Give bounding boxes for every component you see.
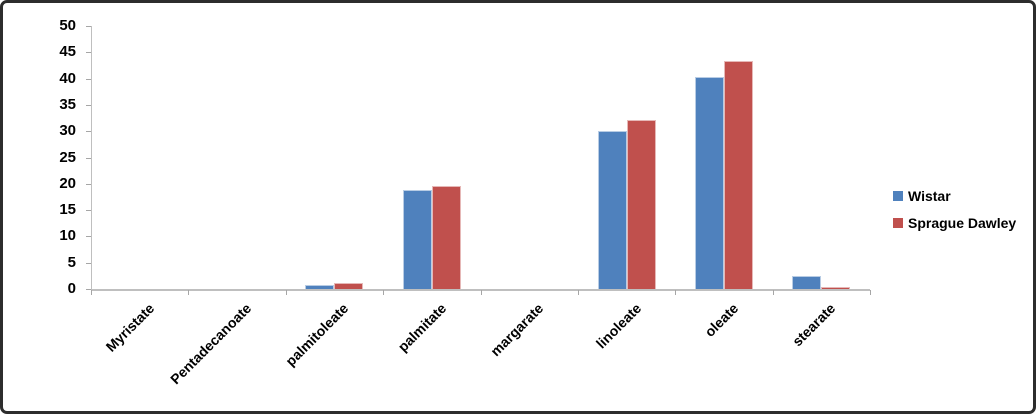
y-axis-tick-label: 5: [67, 254, 76, 271]
x-axis-tick: [383, 290, 384, 295]
x-axis-tick: [773, 290, 774, 295]
legend-label-sprague-dawley: Sprague Dawley: [908, 215, 1017, 231]
x-axis-tick: [91, 290, 92, 295]
bar-sprague-dawley-oleate: [724, 61, 753, 289]
x-axis-tick: [188, 290, 189, 295]
legend-swatch-wistar-icon: [893, 191, 903, 201]
y-axis-tick: [86, 158, 91, 159]
legend-label-wistar: Wistar: [908, 188, 951, 204]
x-axis-tick: [286, 290, 287, 295]
x-axis-tick: [481, 290, 482, 295]
y-axis-tick-label: 0: [67, 280, 76, 297]
bar-wistar-palmitoleate: [305, 285, 334, 289]
y-axis-tick: [86, 184, 91, 185]
y-axis-tick-label: 10: [59, 227, 76, 244]
x-axis-category-label: Myristate: [102, 300, 158, 355]
legend-item-sprague-dawley: Sprague Dawley: [893, 215, 1016, 231]
y-axis-tick-label: 30: [59, 122, 76, 139]
y-axis-tick: [86, 52, 91, 53]
legend-item-wistar: Wistar: [893, 188, 1016, 204]
x-axis-tick: [870, 290, 871, 295]
y-axis-tick: [86, 79, 91, 80]
y-axis-tick: [86, 105, 91, 106]
y-axis-tick: [86, 263, 91, 264]
y-axis-tick-label: 50: [59, 17, 76, 34]
y-axis-line: [91, 26, 92, 289]
y-axis-tick-label: 20: [59, 175, 76, 192]
bar-chart-plot-area: 50 45 40 35 30 25 20 15 10 5 0 Myristate Pentadecano…: [3, 3, 1033, 411]
legend: Wistar Sprague Dawley: [893, 188, 1016, 231]
y-axis-tick-label: 15: [59, 201, 76, 218]
bar-sprague-dawley-stearate: [821, 287, 850, 289]
y-axis-tick: [86, 26, 91, 27]
y-axis-tick-label: 25: [59, 149, 76, 166]
y-axis-tick: [86, 210, 91, 211]
x-axis-tick: [675, 290, 676, 295]
x-axis-line: [91, 289, 870, 291]
bar-wistar-stearate: [792, 276, 821, 289]
y-axis-tick-label: 45: [59, 43, 76, 60]
bar-wistar-oleate: [695, 77, 724, 289]
y-axis-tick: [86, 289, 91, 290]
y-axis-tick: [86, 131, 91, 132]
y-axis-tick: [86, 236, 91, 237]
bar-sprague-dawley-linoleate: [627, 120, 656, 289]
x-axis-tick: [578, 290, 579, 295]
bar-wistar-linoleate: [598, 131, 627, 289]
bar-sprague-dawley-palmitoleate: [334, 283, 363, 289]
bar-wistar-palmitate: [403, 190, 432, 289]
legend-swatch-sprague-dawley-icon: [893, 218, 903, 228]
bar-sprague-dawley-palmitate: [432, 186, 461, 289]
y-axis-tick-label: 35: [59, 96, 76, 113]
y-axis-tick-label: 40: [59, 70, 76, 87]
